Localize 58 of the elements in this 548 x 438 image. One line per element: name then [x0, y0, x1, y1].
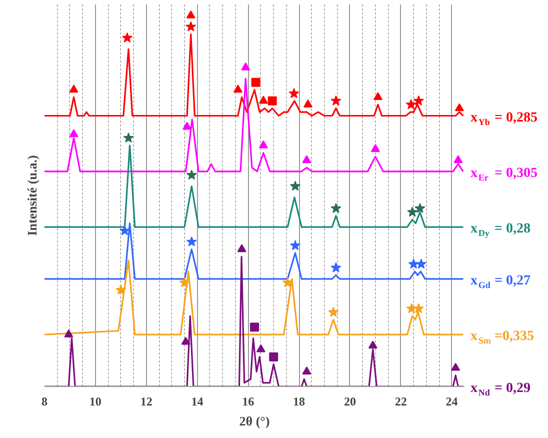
- x-tick-label: 8: [42, 394, 48, 408]
- x-tick-label: 24: [446, 394, 458, 408]
- x-axis-title: 2θ (°): [239, 414, 270, 428]
- x-tick-label: 16: [242, 394, 254, 408]
- point: [241, 62, 250, 70]
- point: [373, 92, 382, 100]
- point: [256, 344, 266, 352]
- point: [179, 277, 190, 288]
- point: [416, 258, 426, 269]
- point: [186, 170, 197, 180]
- point: [258, 140, 268, 148]
- point: [251, 78, 260, 87]
- point: [186, 21, 196, 32]
- point: [250, 322, 259, 332]
- point: [407, 206, 418, 217]
- point: [454, 155, 463, 164]
- point: [330, 262, 342, 272]
- point: [303, 100, 312, 108]
- point: [414, 202, 426, 214]
- point: [186, 10, 196, 18]
- point: [119, 225, 130, 236]
- point: [290, 180, 300, 191]
- x-tick-label: 12: [140, 394, 152, 408]
- point: [69, 84, 78, 93]
- point: [268, 96, 277, 106]
- x-tick-label: 10: [89, 394, 102, 408]
- point: [370, 144, 380, 152]
- x-tick-label: 18: [293, 394, 306, 408]
- point: [288, 88, 300, 98]
- point: [64, 329, 74, 338]
- point: [368, 340, 378, 349]
- point: [116, 284, 126, 295]
- point: [454, 103, 464, 112]
- point: [269, 352, 278, 362]
- point: [258, 96, 268, 104]
- point: [328, 306, 339, 317]
- point: [330, 95, 342, 106]
- point: [406, 99, 416, 110]
- point: [123, 132, 134, 143]
- point: [302, 366, 312, 374]
- point: [69, 129, 78, 138]
- point: [406, 303, 417, 314]
- point: [237, 244, 246, 252]
- point: [290, 240, 300, 250]
- point: [233, 84, 242, 93]
- x-tick-label: 22: [394, 394, 407, 408]
- point: [451, 362, 460, 371]
- point: [408, 258, 419, 269]
- y-axis-title: Intensité (u.a.): [24, 155, 40, 236]
- point: [186, 236, 197, 246]
- point: [181, 336, 190, 345]
- x-tick-label: 14: [191, 394, 204, 408]
- x-tick-label: 20: [344, 394, 356, 408]
- point: [302, 155, 312, 164]
- point: [413, 303, 424, 314]
- point: [122, 32, 132, 42]
- point: [330, 202, 342, 214]
- point: [413, 95, 424, 106]
